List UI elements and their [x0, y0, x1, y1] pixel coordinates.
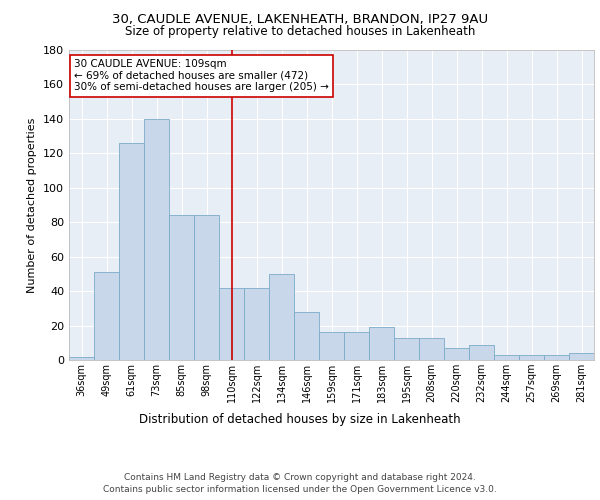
- Bar: [344, 332, 368, 360]
- Bar: [544, 355, 569, 360]
- Bar: [70, 356, 94, 360]
- Text: Size of property relative to detached houses in Lakenheath: Size of property relative to detached ho…: [125, 25, 475, 38]
- Text: 30 CAUDLE AVENUE: 109sqm
← 69% of detached houses are smaller (472)
30% of semi-: 30 CAUDLE AVENUE: 109sqm ← 69% of detach…: [74, 60, 329, 92]
- Bar: [494, 355, 518, 360]
- Bar: [269, 274, 293, 360]
- Bar: [370, 328, 394, 360]
- Bar: [295, 312, 319, 360]
- Bar: [169, 216, 194, 360]
- Bar: [319, 332, 344, 360]
- Bar: [119, 143, 143, 360]
- Bar: [244, 288, 269, 360]
- Bar: [220, 288, 244, 360]
- Bar: [445, 348, 469, 360]
- Y-axis label: Number of detached properties: Number of detached properties: [28, 118, 37, 292]
- Bar: [394, 338, 419, 360]
- Bar: [520, 355, 544, 360]
- Bar: [94, 272, 119, 360]
- Bar: [569, 353, 593, 360]
- Text: 30, CAUDLE AVENUE, LAKENHEATH, BRANDON, IP27 9AU: 30, CAUDLE AVENUE, LAKENHEATH, BRANDON, …: [112, 12, 488, 26]
- Bar: [145, 119, 169, 360]
- Text: Distribution of detached houses by size in Lakenheath: Distribution of detached houses by size …: [139, 412, 461, 426]
- Bar: [419, 338, 443, 360]
- Bar: [469, 344, 494, 360]
- Text: Contains HM Land Registry data © Crown copyright and database right 2024.
Contai: Contains HM Land Registry data © Crown c…: [103, 472, 497, 494]
- Bar: [194, 216, 218, 360]
